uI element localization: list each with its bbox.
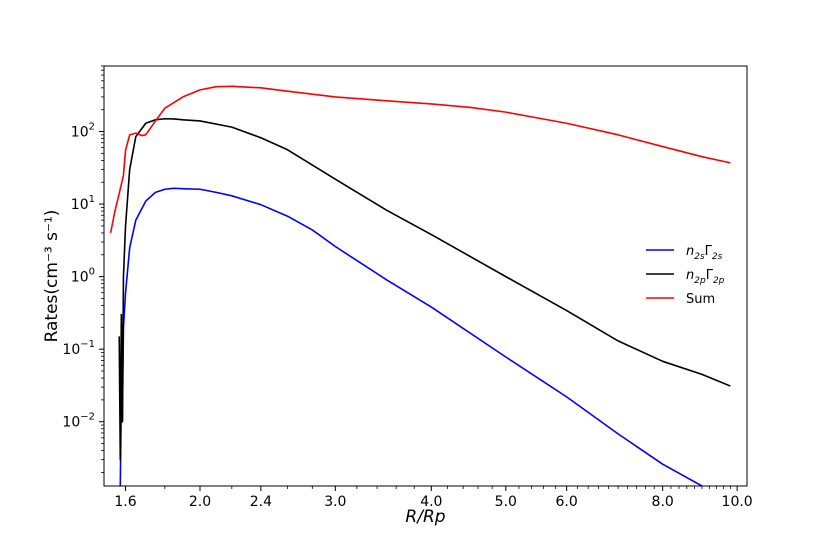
legend: n2sΓ2s n2pΓ2p Sum — [646, 244, 725, 307]
x-tick-label-3: 3.0 — [324, 494, 346, 510]
y-tick-label-4: 102 — [71, 122, 95, 141]
x-axis-title: R/Rp — [405, 507, 445, 527]
x-tick-label-7: 8.0 — [652, 494, 674, 510]
y-tick-label-2: 100 — [71, 267, 95, 286]
plot-frame — [103, 65, 748, 487]
x-tick-label-2: 2.4 — [250, 494, 272, 510]
y-tick-label-0: 10−2 — [62, 412, 95, 431]
x-tick-label-5: 5.0 — [495, 494, 517, 510]
series-line-0 — [119, 187, 703, 486]
x-tick-label-6: 6.0 — [556, 494, 578, 510]
x-tick-label-8: 10.0 — [722, 494, 753, 510]
x-tick-label-1: 2.0 — [189, 494, 211, 510]
x-tick-label-4: 4.0 — [420, 494, 442, 510]
series-layer — [109, 85, 731, 486]
series-line-2 — [109, 85, 731, 234]
y-tick-label-3: 101 — [71, 194, 95, 213]
x-tick-label-0: 1.6 — [114, 494, 136, 510]
y-axis-title: Rates(cm⁻³ s⁻¹) — [42, 210, 62, 343]
legend-label-0: n2sΓ2s — [686, 244, 723, 262]
x-axis: 1.6 2.0 2.4 3.0 4.0 5.0 6.0 8.0 10.0 — [114, 486, 753, 510]
legend-label-1: n2pΓ2p — [686, 268, 725, 286]
series-line-1 — [118, 117, 731, 461]
y-axis: 10−2 10−1 100 101 102 — [62, 65, 104, 473]
legend-label-2: Sum — [686, 292, 715, 307]
y-tick-label-1: 10−1 — [62, 339, 95, 358]
